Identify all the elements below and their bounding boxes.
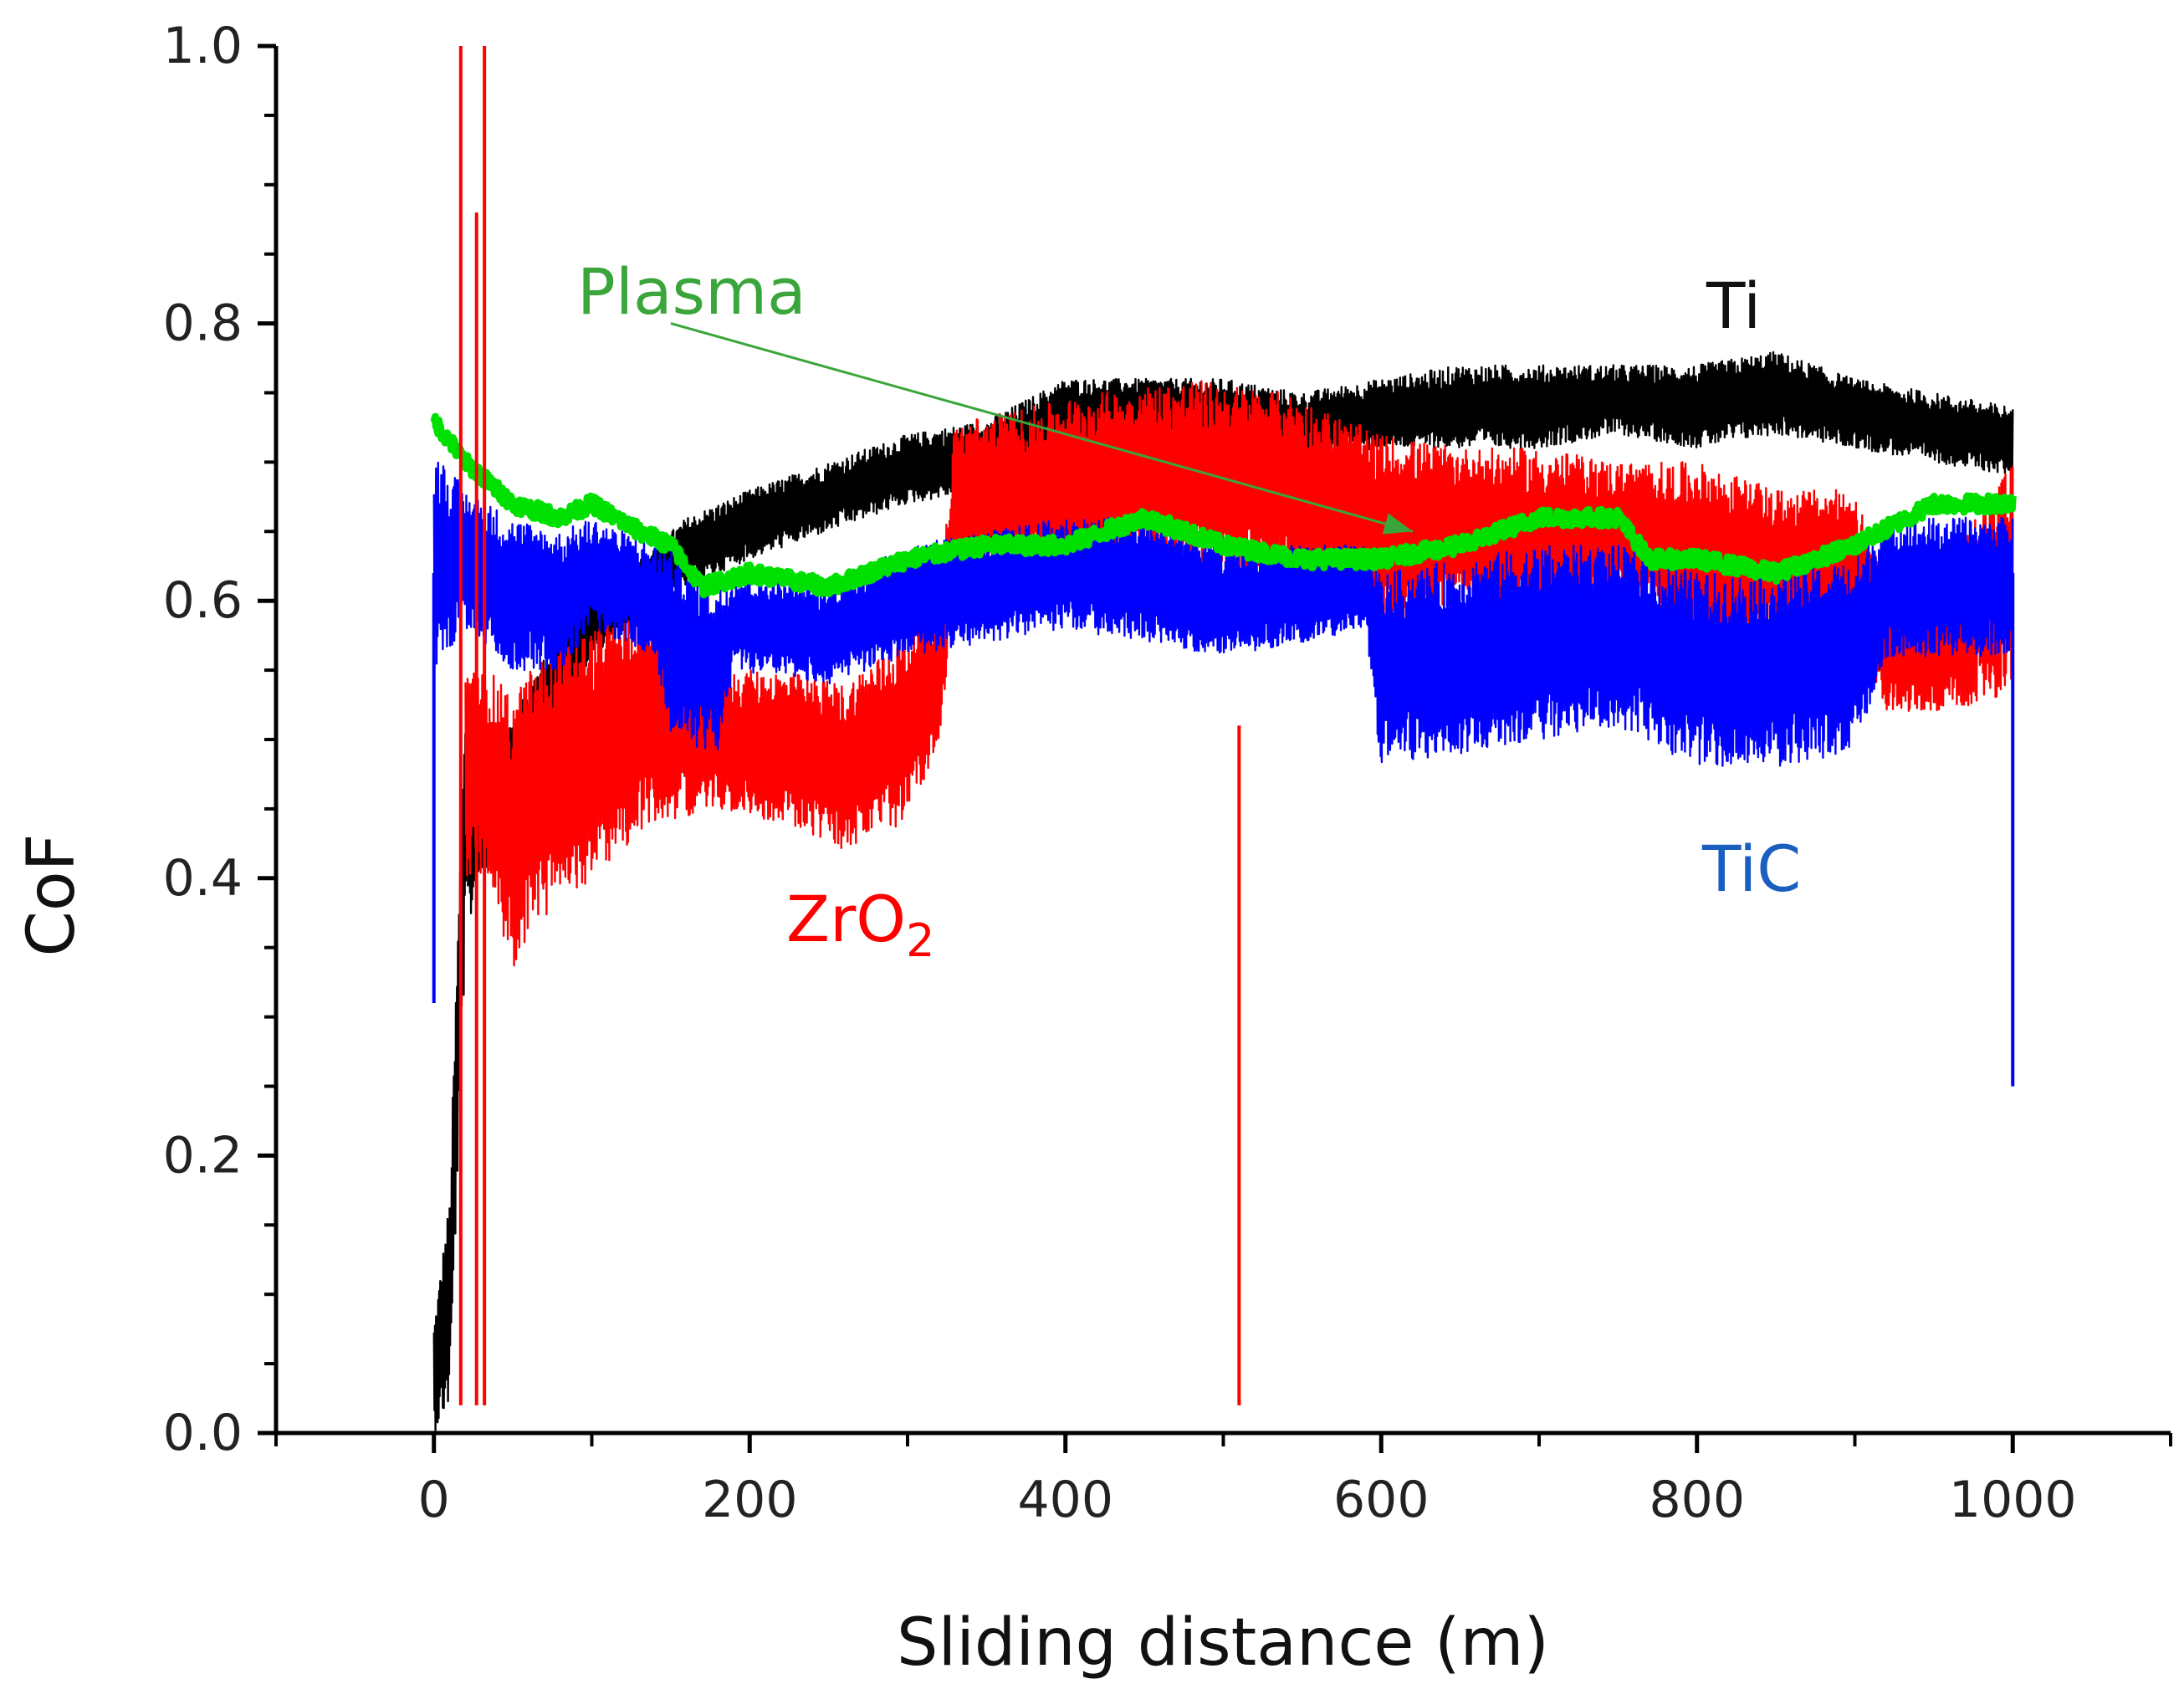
y-tick-label: 0.2 <box>163 1126 243 1185</box>
label-plasma: Plasma <box>577 254 806 329</box>
y-tick-label: 0.4 <box>163 849 243 908</box>
series-plasma-line <box>430 412 2017 599</box>
labels: Sliding distance (m) CoF Plasma Ti TiC Z… <box>14 254 1801 1681</box>
annotations <box>670 322 1414 535</box>
label-zro2-subscript: 2 <box>906 914 934 967</box>
y-tick-label: 0.8 <box>163 294 243 353</box>
y-tick-label: 1.0 <box>163 17 243 75</box>
x-tick-label: 400 <box>1017 1471 1113 1529</box>
label-tic: TiC <box>1701 832 1801 906</box>
series-tic-line <box>432 461 2014 767</box>
plot-area <box>430 46 2017 1431</box>
series-tic <box>432 461 2014 767</box>
x-axis-title: Sliding distance (m) <box>897 1605 1549 1681</box>
label-zro2: ZrO2 <box>786 882 935 967</box>
x-tick-label: 600 <box>1333 1471 1430 1529</box>
ticks: 0.0 0.2 0.4 0.6 0.8 1.0 0 200 400 600 800 1000 <box>163 17 2172 1529</box>
y-tick-label: 0.6 <box>163 571 243 630</box>
plasma-arrow-head <box>1382 513 1413 535</box>
label-zro2-main: ZrO <box>786 882 906 956</box>
x-tick-label: 800 <box>1649 1471 1745 1529</box>
x-tick-label: 0 <box>418 1471 450 1529</box>
x-tick-label: 200 <box>702 1471 798 1529</box>
y-axis-title: CoF <box>14 833 90 956</box>
label-ti: Ti <box>1706 269 1761 343</box>
y-tick-label: 0.0 <box>163 1404 243 1462</box>
series-ti-line <box>432 351 2014 1431</box>
series-plasma <box>430 412 2017 599</box>
series-ti <box>432 351 2014 1431</box>
plasma-arrow-line <box>670 322 1414 533</box>
x-tick-label: 1000 <box>1949 1471 2077 1529</box>
spikes <box>432 46 2015 1405</box>
